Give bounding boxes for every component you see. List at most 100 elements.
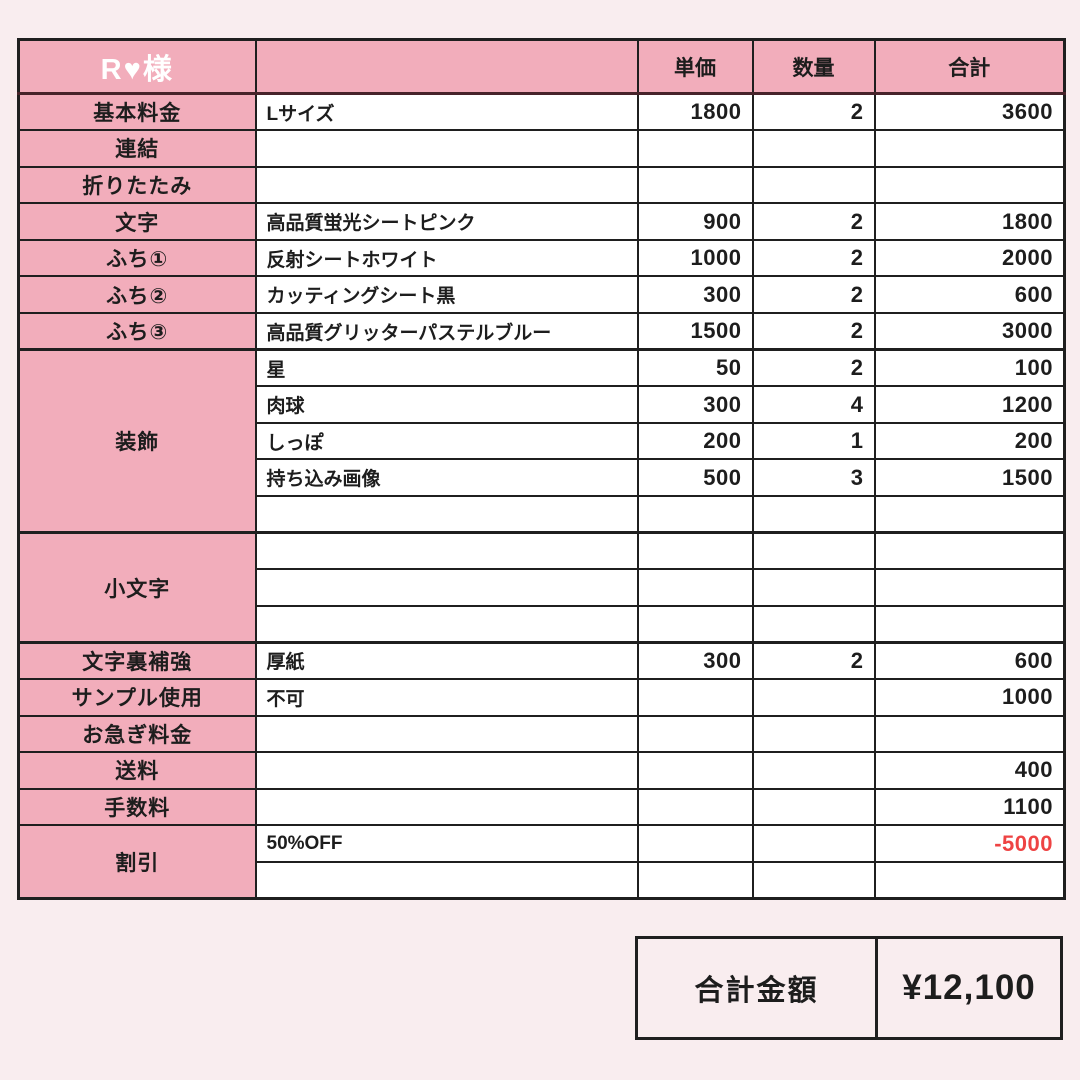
item-desc-cell: Lサイズ: [254, 92, 639, 132]
total-cell: 1800: [873, 202, 1066, 241]
row-label: 基本料金: [17, 92, 257, 132]
total-cell: 1100: [873, 787, 1066, 827]
item-desc-cell: [254, 568, 639, 607]
unit-price-cell: 1500: [636, 312, 754, 351]
item-desc-cell: 厚紙: [254, 640, 639, 680]
table-row: 折りたたみ: [17, 165, 1066, 205]
table-row: お急ぎ料金: [17, 714, 1066, 754]
total-cell: 100: [873, 348, 1066, 388]
total-cell: [873, 495, 1066, 534]
table-row: 文字 高品質蛍光シートピンク 900 2 1800: [17, 202, 1066, 241]
unit-price-cell: 1800: [636, 92, 754, 132]
item-desc-cell: 肉球: [254, 385, 639, 424]
row-label: 文字裏補強: [17, 640, 257, 680]
quantity-cell: 1: [751, 422, 876, 461]
quantity-cell: [751, 751, 876, 790]
total-amount-value: ¥12,100: [902, 968, 1036, 1007]
table-row: [19, 605, 1066, 644]
quantity-cell: 3: [751, 458, 876, 498]
unit-price-column-header: 単価: [636, 38, 754, 95]
quantity-cell: [751, 824, 876, 863]
unit-price-cell: 300: [636, 385, 754, 424]
total-cell: 1000: [873, 678, 1066, 717]
quantity-cell: 4: [751, 385, 876, 424]
total-cell: 1500: [873, 458, 1066, 498]
quantity-cell: [751, 861, 876, 900]
total-cell: [873, 531, 1066, 571]
unit-price-cell: 300: [636, 640, 754, 680]
total-cell: [873, 129, 1066, 168]
unit-price-cell: [636, 165, 754, 205]
total-cell: [873, 568, 1066, 607]
quantity-cell: [751, 678, 876, 717]
unit-price-cell: [636, 605, 754, 644]
item-desc-cell: 50%OFF: [254, 824, 639, 863]
row-label-decoration: 装飾: [17, 348, 257, 534]
item-desc-cell: [254, 129, 639, 168]
customer-name-header: R♥様: [17, 38, 257, 95]
row-label: お急ぎ料金: [17, 714, 257, 754]
total-cell: 600: [873, 640, 1066, 680]
table-row: ふち② カッティングシート黒 300 2 600: [17, 275, 1066, 315]
row-label-small-text: 小文字: [17, 531, 257, 644]
table-row: 文字裏補強 厚紙 300 2 600: [17, 640, 1066, 680]
quantity-cell: [751, 165, 876, 205]
unit-price-cell: 200: [636, 422, 754, 461]
quantity-cell: [751, 605, 876, 644]
total-cell: [873, 605, 1066, 644]
unit-price-cell: [636, 678, 754, 717]
quantity-cell: [751, 495, 876, 534]
row-label: 文字: [17, 202, 257, 241]
table-row: 装飾 星 50 2 100: [17, 348, 1066, 534]
quantity-cell: 2: [751, 348, 876, 388]
table-row: 割引 50%OFF -5000: [17, 824, 1066, 900]
table-row: 手数料 1100: [17, 787, 1066, 827]
total-cell: 400: [873, 751, 1066, 790]
header-row: R♥様 単価 数量 合計: [17, 38, 1066, 95]
quantity-cell: [751, 787, 876, 827]
total-cell: 3600: [873, 92, 1066, 132]
row-label: 手数料: [17, 787, 257, 827]
row-label: ふち①: [17, 238, 257, 278]
table-row: 肉球 300 4 1200: [19, 385, 1066, 424]
table-row: ふち① 反射シートホワイト 1000 2 2000: [17, 238, 1066, 278]
table-row: 持ち込み画像 500 3 1500: [19, 458, 1066, 498]
total-cell: [873, 861, 1066, 900]
item-desc-cell: [254, 751, 639, 790]
total-cell: 3000: [873, 312, 1066, 351]
item-desc-cell: [254, 165, 639, 205]
unit-price-cell: [636, 751, 754, 790]
table-row: 小文字: [17, 531, 1066, 644]
table-row: [19, 495, 1066, 534]
total-cell: 200: [873, 422, 1066, 461]
unit-price-cell: 50: [636, 348, 754, 388]
row-label: ふち②: [17, 275, 257, 315]
unit-price-cell: [636, 531, 754, 571]
unit-price-cell: [636, 714, 754, 754]
quantity-cell: 2: [751, 92, 876, 132]
item-desc-cell: しっぽ: [254, 422, 639, 461]
price-quote-table: R♥様 単価 数量 合計 基本料金 Lサイズ 1800 2 3600 連結: [17, 38, 1066, 901]
unit-price-cell: 300: [636, 275, 754, 315]
item-desc-cell: 反射シートホワイト: [254, 238, 639, 278]
table-row: しっぽ 200 1 200: [19, 422, 1066, 461]
total-amount-box: 合計金額 ¥12,100: [635, 936, 1063, 1040]
quantity-cell: 2: [751, 312, 876, 351]
unit-price-cell: [636, 824, 754, 863]
discount-total-cell: -5000: [873, 824, 1066, 863]
quantity-cell: 2: [751, 640, 876, 680]
table-row: ふち③ 高品質グリッターパステルブルー 1500 2 3000: [17, 312, 1066, 351]
quantity-cell: [751, 531, 876, 571]
table-row: 送料 400: [17, 751, 1066, 790]
table-row: [19, 861, 1066, 900]
total-cell: 2000: [873, 238, 1066, 278]
row-label: サンプル使用: [17, 678, 257, 717]
item-desc-cell: 持ち込み画像: [254, 458, 639, 498]
unit-price-cell: [636, 787, 754, 827]
quantity-cell: [751, 714, 876, 754]
total-cell: 1200: [873, 385, 1066, 424]
quantity-cell: [751, 129, 876, 168]
unit-price-cell: 500: [636, 458, 754, 498]
quote-table: R♥様 単価 数量 合計 基本料金 Lサイズ 1800 2 3600 連結: [17, 38, 1066, 901]
row-label-discount: 割引: [17, 824, 257, 900]
